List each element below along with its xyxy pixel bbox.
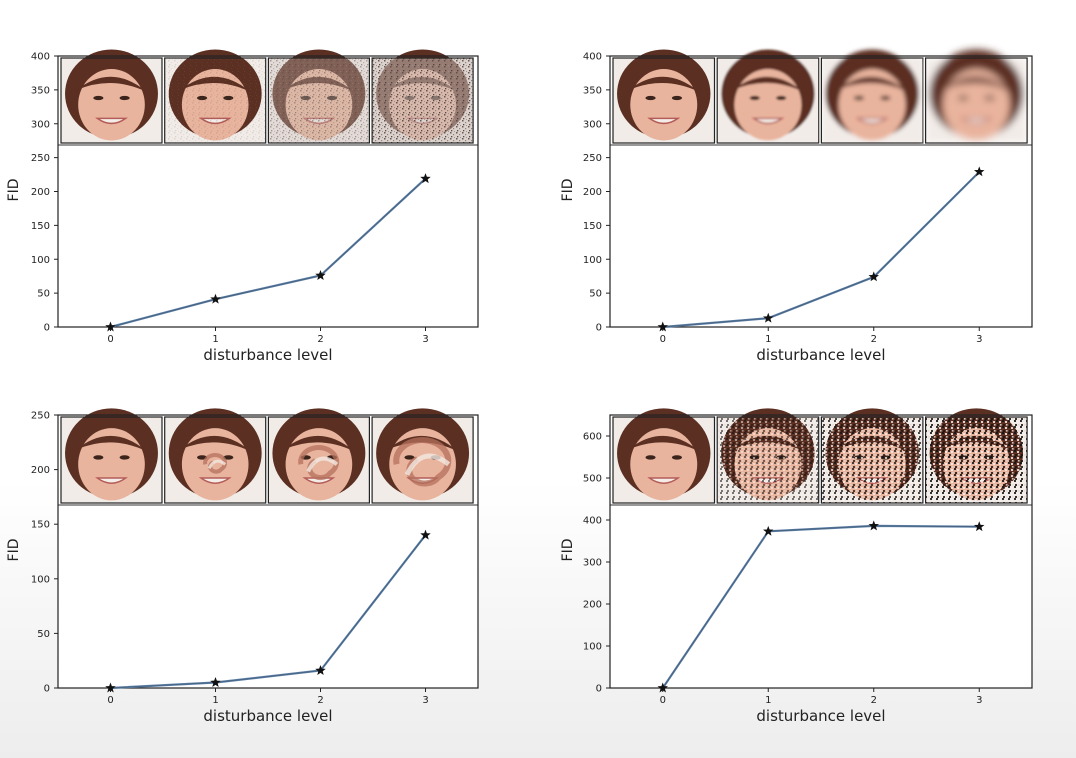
y-axis-label: FID — [6, 539, 22, 562]
face-thumbnail-3 — [924, 49, 1028, 144]
face-thumbnail-0 — [60, 408, 163, 504]
y-axis-label: FID — [560, 179, 576, 202]
series-line-core — [662, 525, 980, 689]
face-thumbnail-1 — [164, 49, 267, 144]
face-thumbnail-2 — [267, 49, 370, 144]
face-thumbnail-1 — [164, 408, 267, 504]
face-thumbnail-0 — [60, 49, 163, 144]
data-point-2 — [315, 665, 326, 675]
series-line-core — [110, 534, 426, 689]
y-tick-label: 250 — [31, 411, 50, 422]
y-tick-label: 50 — [37, 629, 50, 640]
y-axis-label: FID — [560, 539, 576, 562]
y-tick-label: 150 — [31, 221, 50, 232]
y-tick-label: 200 — [583, 187, 602, 198]
chart-panel-3: 0 50 100 150 200 250 0 1 2 3 disturbance level FID — [6, 408, 479, 725]
x-axis-label: disturbance level — [203, 346, 332, 364]
x-tick-label: 3 — [976, 334, 982, 345]
y-tick-label: 0 — [596, 684, 602, 695]
data-point-0 — [657, 682, 668, 693]
y-tick-label: 0 — [44, 323, 50, 334]
data-point-1 — [763, 312, 774, 323]
y-tick-label: 350 — [583, 85, 602, 96]
x-tick-label: 3 — [976, 695, 982, 706]
data-point-0 — [105, 321, 116, 332]
data-point-3 — [974, 166, 985, 177]
data-point-2 — [315, 270, 326, 280]
y-tick-label: 400 — [583, 52, 602, 63]
y-tick-label: 100 — [583, 642, 602, 653]
face-thumbnail-0 — [612, 408, 716, 504]
data-point-1 — [210, 293, 221, 304]
y-tick-label: 100 — [583, 255, 602, 266]
x-axis-label: disturbance level — [203, 707, 332, 725]
face-thumbnail-3 — [924, 408, 1028, 504]
y-tick-label: 150 — [31, 520, 50, 531]
x-tick-label: 0 — [107, 695, 113, 706]
x-tick-label: 1 — [212, 334, 218, 345]
y-tick-label: 300 — [583, 558, 602, 569]
face-thumbnail-1 — [716, 408, 820, 504]
x-tick-label: 3 — [422, 334, 428, 345]
data-point-2 — [868, 271, 879, 282]
face-thumbnail-2 — [820, 49, 924, 144]
face-thumbnail-3 — [371, 408, 474, 504]
x-tick-label: 2 — [871, 695, 877, 706]
data-point-1 — [763, 525, 774, 536]
chart-panel-1: 0 50 100 150 200 250 300 350 400 0 1 2 3 disturbance … — [6, 49, 479, 364]
data-point-0 — [657, 321, 668, 332]
y-tick-label: 200 — [31, 187, 50, 198]
chart-panel-2: 0 50 100 150 200 250 300 350 400 0 1 2 3 disturbance … — [560, 49, 1033, 364]
y-tick-label: 150 — [583, 221, 602, 232]
x-tick-label: 2 — [871, 334, 877, 345]
y-tick-label: 100 — [31, 574, 50, 585]
x-axis-label: disturbance level — [756, 346, 885, 364]
x-tick-label: 1 — [765, 695, 771, 706]
face-thumbnail-2 — [820, 408, 924, 504]
x-tick-label: 0 — [107, 334, 113, 345]
y-tick-label: 300 — [583, 119, 602, 130]
x-tick-label: 1 — [212, 695, 218, 706]
x-tick-label: 0 — [660, 695, 666, 706]
x-tick-label: 2 — [317, 695, 323, 706]
data-point-0 — [105, 682, 116, 693]
data-point-1 — [210, 677, 221, 687]
x-tick-label: 0 — [660, 334, 666, 345]
chart-panel-4: 0 100 200 300 400 500 600 0 1 2 3 disturbance level… — [560, 408, 1033, 725]
data-point-3 — [420, 173, 431, 184]
y-tick-label: 0 — [44, 684, 50, 695]
data-point-3 — [974, 521, 985, 532]
data-point-2 — [868, 520, 879, 531]
face-thumbnail-1 — [716, 49, 820, 144]
y-tick-label: 300 — [31, 119, 50, 130]
x-axis-label: disturbance level — [756, 707, 885, 725]
face-thumbnail-0 — [612, 49, 716, 144]
data-point-3 — [420, 529, 431, 540]
series-line-core — [662, 171, 980, 328]
x-tick-label: 1 — [765, 334, 771, 345]
series-line-core — [110, 178, 426, 328]
y-tick-label: 200 — [583, 600, 602, 611]
y-tick-label: 400 — [583, 516, 602, 527]
y-tick-label: 50 — [589, 289, 602, 300]
face-thumbnail-2 — [267, 408, 370, 504]
y-tick-label: 250 — [583, 153, 602, 164]
axes-frame — [57, 414, 479, 689]
face-thumbnail-3 — [371, 49, 474, 144]
axes-frame — [609, 414, 1033, 689]
y-axis-label: FID — [6, 179, 22, 202]
y-tick-label: 400 — [31, 52, 50, 63]
x-tick-label: 2 — [317, 334, 323, 345]
y-tick-label: 50 — [37, 289, 50, 300]
x-tick-label: 3 — [422, 695, 428, 706]
y-tick-label: 250 — [31, 153, 50, 164]
y-tick-label: 100 — [31, 255, 50, 266]
y-tick-label: 200 — [31, 465, 50, 476]
y-tick-label: 350 — [31, 85, 50, 96]
y-tick-label: 500 — [583, 474, 602, 485]
y-tick-label: 600 — [583, 432, 602, 443]
y-tick-label: 0 — [596, 323, 602, 334]
